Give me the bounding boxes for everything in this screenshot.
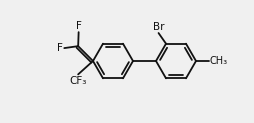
Text: Br: Br [152, 22, 164, 32]
Text: F: F [75, 21, 81, 31]
Text: CH₃: CH₃ [209, 56, 227, 66]
Text: F: F [57, 43, 63, 53]
Text: CF₃: CF₃ [69, 76, 86, 86]
